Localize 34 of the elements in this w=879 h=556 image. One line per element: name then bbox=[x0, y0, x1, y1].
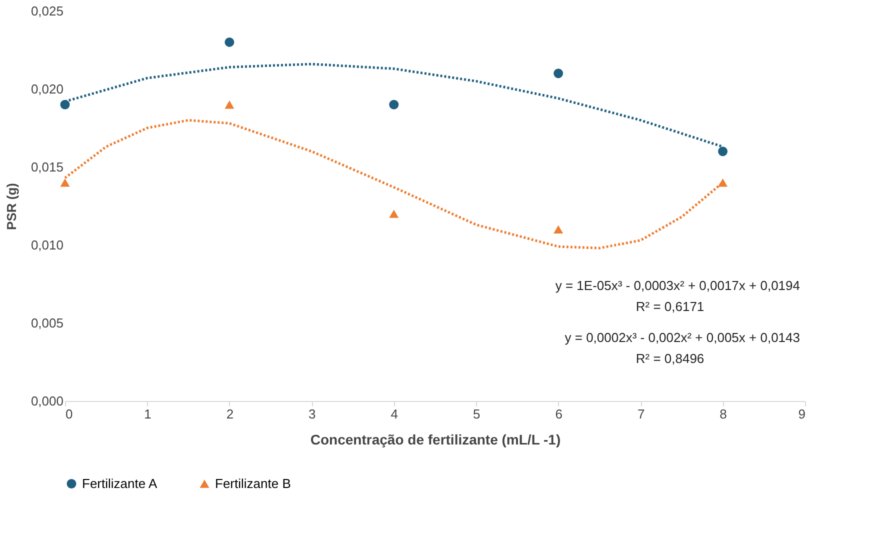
point bbox=[60, 100, 70, 110]
legend-label: Fertilizante B bbox=[215, 476, 291, 491]
point bbox=[389, 100, 399, 110]
point bbox=[554, 225, 564, 234]
x-tick-label: 4 bbox=[390, 406, 398, 422]
point bbox=[718, 178, 728, 187]
x-tick-label: 8 bbox=[720, 406, 727, 422]
y-tick-label: 0,015 bbox=[30, 160, 64, 174]
annotation: R² = 0,8496 bbox=[636, 350, 704, 366]
legend-label: Fertilizante A bbox=[82, 476, 158, 491]
y-tick-label: 0,005 bbox=[30, 316, 64, 330]
x-tick-label: 3 bbox=[308, 406, 316, 422]
x-tick-label: 1 bbox=[144, 406, 152, 422]
x-tick-label: 7 bbox=[637, 406, 645, 422]
point bbox=[554, 68, 564, 78]
x-tick-label: 9 bbox=[798, 406, 806, 422]
x-tick-label: 0 bbox=[66, 406, 73, 422]
point bbox=[224, 37, 234, 47]
annotation: y = 1E-05x³ - 0,0003x² + 0,0017x + 0,0194 bbox=[555, 278, 800, 293]
y-tick-label: 0,000 bbox=[30, 394, 64, 408]
point bbox=[224, 100, 234, 109]
annotation: y = 0,0002x³ - 0,002x² + 0,005x + 0,0143 bbox=[564, 330, 800, 345]
y-axis-title: PSR (g) bbox=[4, 183, 19, 230]
point bbox=[389, 210, 399, 218]
x-tick-label: 2 bbox=[226, 406, 234, 422]
y-tick-label: 0,020 bbox=[30, 82, 64, 96]
x-tick-label: 5 bbox=[472, 406, 480, 422]
annotation: R² = 0,6171 bbox=[636, 298, 704, 314]
y-tick-label: 0,025 bbox=[30, 4, 64, 18]
x-axis-title: Concentração de fertilizante (mL/L -1) bbox=[310, 432, 561, 448]
x-tick-label: 6 bbox=[555, 406, 562, 422]
point bbox=[718, 146, 728, 156]
y-tick-label: 0,010 bbox=[30, 238, 64, 252]
point bbox=[60, 178, 70, 187]
